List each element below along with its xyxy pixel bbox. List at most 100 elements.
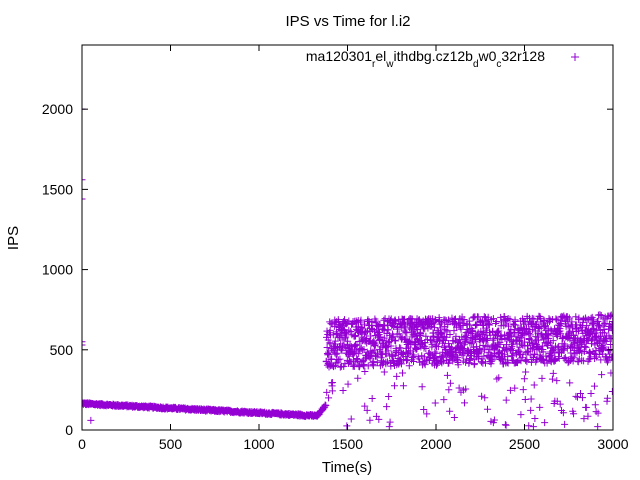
data-point <box>417 331 425 339</box>
data-point <box>383 358 391 366</box>
data-point <box>445 359 453 367</box>
data-point <box>597 311 605 319</box>
data-point <box>568 318 576 326</box>
data-point <box>511 384 519 392</box>
data-point <box>559 409 567 417</box>
data-point <box>441 337 449 345</box>
data-point <box>607 311 613 319</box>
data-point <box>495 374 503 382</box>
data-point <box>338 347 346 355</box>
data-point <box>531 414 539 422</box>
data-point <box>418 321 426 329</box>
data-point <box>519 386 527 394</box>
plot-frame <box>81 44 614 431</box>
y-tick-label: 1000 <box>42 262 73 278</box>
data-point <box>495 327 503 335</box>
data-point <box>371 341 379 349</box>
data-point <box>392 337 400 345</box>
data-point <box>557 330 565 338</box>
data-point <box>436 320 444 328</box>
data-point <box>594 409 602 417</box>
x-tick-label: 0 <box>78 436 86 452</box>
data-point <box>360 361 368 369</box>
data-point <box>480 352 488 360</box>
x-tick-label: 1000 <box>243 436 274 452</box>
data-point <box>328 355 336 363</box>
data-point <box>590 382 598 390</box>
data-point <box>386 418 394 426</box>
data-point <box>581 342 589 350</box>
data-point <box>548 375 556 383</box>
data-point <box>489 336 497 344</box>
data-point <box>540 323 548 331</box>
data-point <box>446 379 454 387</box>
data-point <box>577 323 585 331</box>
data-point <box>384 326 392 334</box>
data-point <box>471 360 479 368</box>
data-point <box>541 419 549 427</box>
y-tick-label: 500 <box>50 342 74 358</box>
data-point <box>354 374 362 382</box>
data-point <box>587 353 595 361</box>
data-point <box>418 383 426 391</box>
data-point <box>525 422 533 430</box>
data-point <box>399 369 407 377</box>
y-tick-label: 0 <box>65 422 73 438</box>
data-point <box>462 385 470 393</box>
data-point <box>440 396 448 404</box>
data-point <box>553 316 561 324</box>
data-point <box>366 416 374 424</box>
data-point <box>556 400 564 408</box>
data-point <box>322 402 330 410</box>
data-point <box>499 355 507 363</box>
data-point <box>369 361 377 369</box>
data-point <box>463 336 471 344</box>
data-point <box>361 367 369 375</box>
x-tick-label: 2500 <box>509 436 540 452</box>
data-point <box>570 410 578 418</box>
data-point <box>580 415 588 423</box>
data-point <box>538 374 546 382</box>
data-point <box>323 344 331 352</box>
data-point <box>393 372 401 380</box>
data-point <box>82 338 86 346</box>
data-point <box>385 393 393 401</box>
data-point <box>608 321 613 329</box>
data-point <box>517 411 525 419</box>
data-point <box>577 389 584 397</box>
data-point <box>431 399 439 407</box>
data-point <box>608 327 613 335</box>
data-point <box>528 314 536 322</box>
data-point <box>591 401 599 409</box>
data-point <box>422 332 430 340</box>
data-point <box>607 369 613 377</box>
data-point <box>596 311 604 319</box>
data-point <box>472 321 480 329</box>
data-point <box>494 349 502 357</box>
data-point <box>473 320 481 328</box>
data-point <box>82 341 86 349</box>
data-point <box>493 375 501 383</box>
data-point <box>390 382 398 390</box>
data-point <box>490 335 498 343</box>
data-point <box>567 343 575 351</box>
data-point <box>566 379 574 387</box>
data-point <box>549 337 557 345</box>
data-point <box>485 320 493 328</box>
data-point <box>603 394 611 402</box>
data-point <box>526 331 534 339</box>
data-point <box>477 347 485 355</box>
x-tick-label: 3000 <box>597 436 628 452</box>
data-point <box>353 327 361 335</box>
data-point <box>328 387 336 395</box>
data-point <box>552 315 560 323</box>
legend-label: ma120301relwithdbg.cz12bdw0c32r128 <box>306 48 545 70</box>
data-point <box>501 421 509 429</box>
data-point <box>383 403 391 411</box>
data-point <box>455 384 463 392</box>
data-point <box>487 357 495 365</box>
data-point <box>534 336 542 344</box>
data-point <box>461 337 469 345</box>
data-point <box>368 395 376 403</box>
data-point <box>407 339 415 347</box>
